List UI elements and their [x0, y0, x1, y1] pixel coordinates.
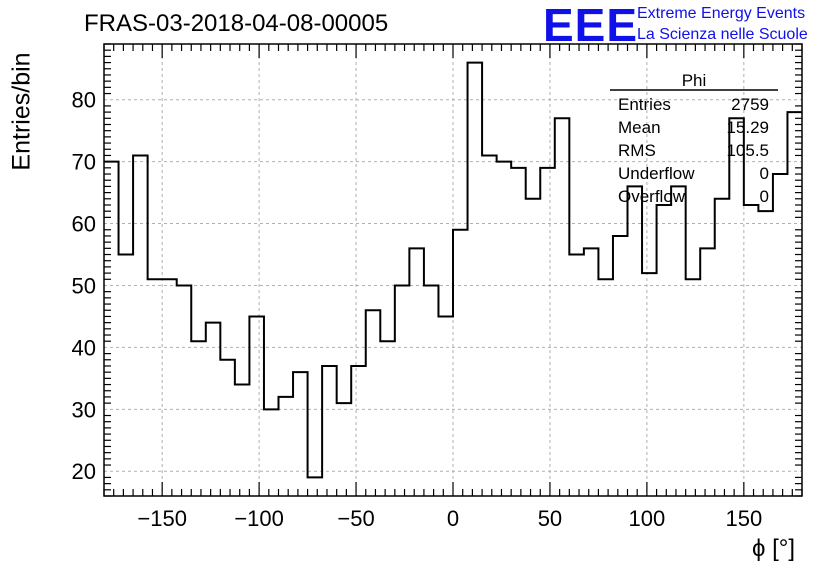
logo-tagline-2: La Scienza nelle Scuole [637, 26, 808, 43]
stats-label: Underflow [618, 164, 695, 183]
x-axis-label: ϕ [°] [752, 535, 796, 562]
stats-value: 0 [760, 187, 769, 206]
stats-box: Phi Entries 2759 Mean 15.29 RMS 105.5 Underflo… [610, 71, 778, 206]
x-tick-label: −50 [337, 506, 374, 531]
stats-label: Mean [618, 118, 661, 137]
stats-label: Entries [618, 95, 671, 114]
x-tick-label: −150 [137, 506, 187, 531]
axis-ticks: −150 −100 −50 0 50 100 150 20 30 40 50 60 70 80 [72, 43, 803, 531]
stats-value: 2759 [731, 95, 769, 114]
stats-value: 15.29 [726, 118, 769, 137]
y-tick-label: 30 [72, 397, 96, 422]
stats-value: 105.5 [726, 141, 769, 160]
y-tick-label: 40 [72, 335, 96, 360]
stats-label: Overflow [618, 187, 686, 206]
x-tick-label: 50 [538, 506, 562, 531]
stats-value: 0 [760, 164, 769, 183]
stats-title: Phi [682, 71, 707, 90]
histogram-line [104, 61, 802, 479]
x-tick-label: −100 [234, 506, 284, 531]
logo-tagline-1: Extreme Energy Events [637, 5, 806, 22]
y-tick-label: 70 [72, 150, 96, 175]
y-tick-label: 60 [72, 212, 96, 237]
y-tick-label: 80 [72, 88, 96, 113]
x-tick-label: 0 [447, 506, 459, 531]
y-tick-label: 50 [72, 273, 96, 298]
chart-title: FRAS-03-2018-04-08-00005 [84, 10, 389, 37]
y-tick-label: 20 [72, 459, 96, 484]
stats-label: RMS [618, 141, 656, 160]
x-tick-label: 150 [725, 506, 762, 531]
eee-logo: EEE [543, 0, 639, 51]
x-tick-label: 100 [629, 506, 666, 531]
